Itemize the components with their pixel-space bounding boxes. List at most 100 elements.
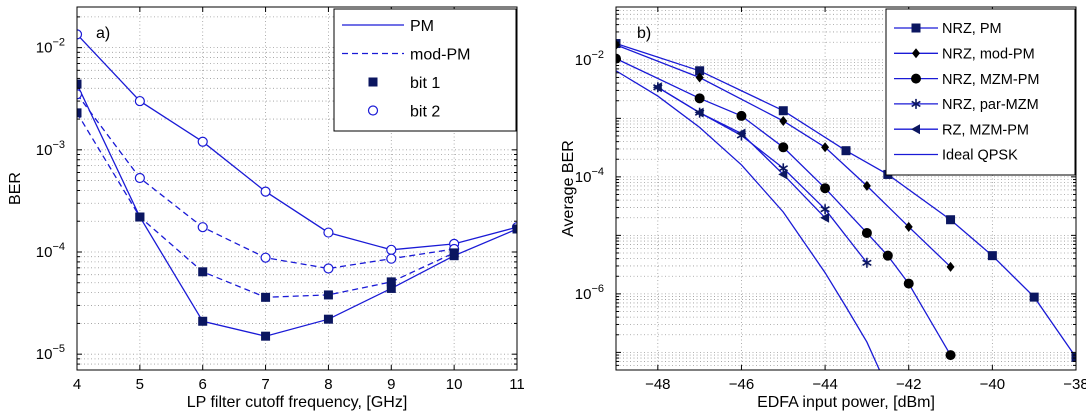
legend-marker <box>911 23 921 33</box>
legend-marker <box>367 105 379 116</box>
chart-panel-a: 4 5 6 7 8 9 10 11 10−5 10−4 10−3 10−2 LP filter cuto… <box>7 6 525 411</box>
data-point <box>260 186 271 197</box>
x-tick-label: −48 <box>645 376 670 393</box>
data-point <box>77 108 82 118</box>
data-point <box>77 79 82 89</box>
data-point <box>862 180 871 191</box>
data-point <box>77 89 83 100</box>
panel-label: a) <box>96 25 110 42</box>
x-tick-label: −46 <box>729 376 754 393</box>
legend-marker <box>911 98 921 109</box>
legend-label: bit 2 <box>410 103 440 120</box>
y-tick-label: 10−2 <box>36 37 65 57</box>
data-point <box>323 290 333 300</box>
x-tick-label: 7 <box>261 376 269 393</box>
data-point <box>198 316 208 326</box>
data-point <box>945 350 956 361</box>
data-point <box>778 169 788 180</box>
legend-box <box>885 8 1076 176</box>
data-point <box>197 222 208 233</box>
data-point <box>903 278 914 289</box>
x-axis-label: LP filter cutoff frequency, [GHz] <box>187 394 408 411</box>
data-point <box>386 244 397 255</box>
y-tick-label: 10−6 <box>575 283 604 303</box>
data-point <box>261 292 271 302</box>
series-line-5 <box>616 70 881 370</box>
data-point <box>197 136 208 147</box>
y-tick-label: 10−5 <box>36 343 65 363</box>
legend-label: NRZ, par-MZM <box>942 97 1039 113</box>
x-tick-label: 6 <box>199 376 207 393</box>
data-point <box>694 107 704 118</box>
chart-panel-b: −48 −46 −44 −42 −40 −38 10−6 10−4 10−2 EDFA input… <box>560 6 1086 411</box>
data-point <box>1029 292 1039 302</box>
data-point <box>323 227 334 238</box>
legend-label: NRZ, MZM-PM <box>942 72 1039 88</box>
data-point <box>736 128 746 139</box>
x-axis-label: EDFA input power, [dBm] <box>757 394 935 411</box>
data-point <box>135 212 145 222</box>
x-tick-label: −44 <box>812 376 837 393</box>
series-line-1 <box>77 83 517 337</box>
x-tick-label: −42 <box>896 376 921 393</box>
y-axis-label: BER <box>7 172 24 205</box>
data-point <box>736 110 747 121</box>
data-point <box>882 250 893 261</box>
data-point <box>904 221 913 232</box>
data-point <box>512 224 517 234</box>
axes-frame <box>76 6 518 371</box>
data-point <box>261 331 271 341</box>
data-point <box>694 93 705 104</box>
data-point <box>861 227 872 238</box>
data-point <box>323 314 333 324</box>
data-point <box>198 267 208 277</box>
data-point <box>987 251 997 261</box>
series-line-0 <box>77 33 517 251</box>
legend-label: RZ, MZM-PM <box>942 122 1029 138</box>
data-point <box>946 261 955 272</box>
x-tick-label: 11 <box>509 376 525 393</box>
y-tick-label: 10−4 <box>575 166 604 186</box>
x-tick-label: −38 <box>1063 376 1086 393</box>
data-point <box>821 142 830 153</box>
legend-label: mod-PM <box>410 46 470 63</box>
y-tick-label: 10−4 <box>36 241 65 261</box>
data-point <box>820 204 830 215</box>
data-point <box>386 277 396 287</box>
legend-marker <box>912 48 920 59</box>
axes-frame <box>615 6 1077 371</box>
data-point <box>1071 352 1076 362</box>
data-point <box>77 29 83 40</box>
legend-label: bit 1 <box>410 75 440 92</box>
data-point <box>449 248 459 258</box>
x-tick-label: −40 <box>980 376 1005 393</box>
x-tick-label: 5 <box>136 376 144 393</box>
y-axis-label: Average BER <box>560 140 577 237</box>
data-point <box>134 172 145 184</box>
legend-label: NRZ, mod-PM <box>942 47 1035 63</box>
series-group <box>77 29 517 341</box>
data-point <box>820 212 830 223</box>
x-tick-label: 9 <box>387 376 395 393</box>
legend-marker <box>911 73 921 84</box>
legend-label: NRZ, PM <box>942 21 1002 37</box>
data-point <box>695 72 704 83</box>
data-point <box>778 142 789 153</box>
data-point <box>820 183 831 194</box>
legend-label: Ideal QPSK <box>942 148 1018 164</box>
panel-label: b) <box>637 25 651 42</box>
data-point <box>778 163 789 174</box>
legend-label: PM <box>410 18 434 35</box>
legend: NRZ, PM NRZ, mod-PM NRZ, MZM-PM NRZ, par-MZ… <box>885 8 1076 176</box>
data-point <box>862 257 872 268</box>
legend-box <box>333 8 517 132</box>
legend-marker <box>911 124 920 135</box>
data-point <box>946 215 956 225</box>
data-point <box>778 106 788 116</box>
data-point <box>841 146 851 156</box>
x-tick-label: 4 <box>73 376 81 393</box>
legend-marker <box>368 77 378 87</box>
data-point <box>616 53 621 64</box>
legend: PM mod-PM bit 1 bit 2 <box>333 8 517 132</box>
